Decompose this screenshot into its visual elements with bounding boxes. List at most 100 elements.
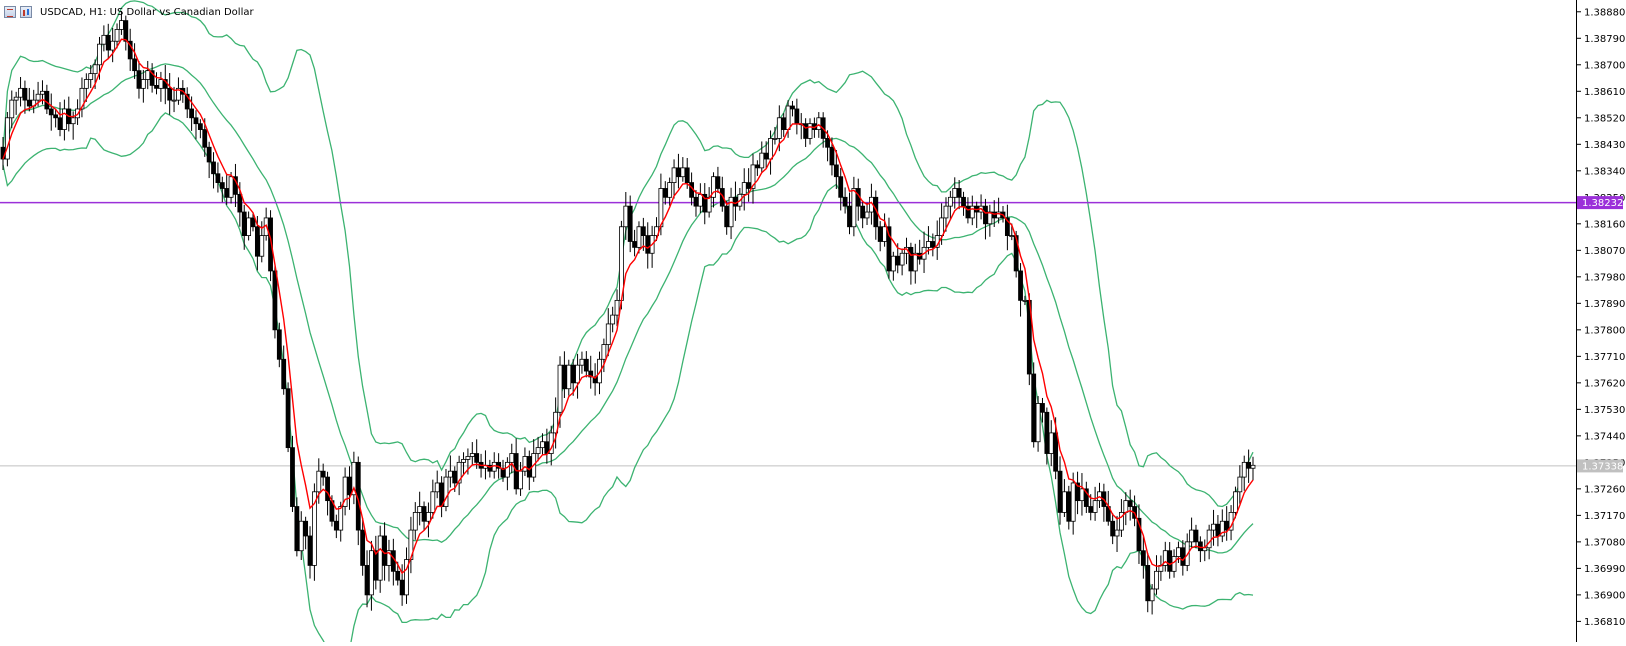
candle[interactable] (1241, 455, 1247, 491)
candle[interactable] (369, 540, 374, 611)
candle[interactable] (443, 468, 449, 512)
candle[interactable] (1224, 506, 1230, 541)
candle[interactable] (373, 535, 379, 590)
candle[interactable] (1062, 479, 1067, 518)
candle[interactable] (610, 306, 616, 333)
candle[interactable] (241, 204, 247, 250)
candle[interactable] (101, 25, 107, 52)
candle[interactable] (1079, 473, 1085, 516)
candle[interactable] (233, 163, 238, 208)
candle[interactable] (1083, 481, 1089, 514)
candle[interactable] (522, 447, 528, 476)
candle[interactable] (627, 195, 633, 253)
candle[interactable] (706, 187, 712, 218)
candle[interactable] (88, 65, 94, 89)
candle[interactable] (509, 443, 515, 474)
candle[interactable] (847, 192, 852, 235)
candle[interactable] (246, 211, 252, 241)
candle[interactable] (193, 110, 199, 140)
price-axis[interactable]: 1.38880 1.38790 1.38700 1.38610 1.38520 1.384… (1577, 0, 1626, 642)
candle[interactable] (197, 119, 203, 139)
candle[interactable] (535, 436, 541, 462)
candle[interactable] (149, 63, 155, 93)
candlestick-chart[interactable] (0, 0, 1577, 642)
candle[interactable] (215, 162, 221, 193)
candle[interactable] (636, 221, 642, 254)
candle[interactable] (715, 166, 721, 193)
candle[interactable] (1031, 362, 1037, 448)
candle[interactable] (333, 514, 339, 539)
candle[interactable] (623, 191, 629, 240)
candle[interactable] (1250, 456, 1256, 481)
candle[interactable] (307, 526, 313, 579)
quotes-list-icon[interactable] (4, 6, 16, 18)
candle[interactable] (1145, 552, 1151, 613)
candle[interactable] (127, 28, 133, 71)
candle[interactable] (943, 197, 949, 232)
candle[interactable] (504, 457, 510, 491)
candle[interactable] (987, 204, 993, 237)
candle[interactable] (364, 550, 370, 608)
candle[interactable] (566, 359, 572, 396)
chart-area[interactable]: USDCAD, H1: US Dollar vs Canadian Dollar (0, 0, 1577, 642)
candle[interactable] (176, 77, 181, 105)
candle[interactable] (79, 77, 85, 118)
candle[interactable] (575, 353, 580, 399)
candle[interactable] (377, 525, 383, 593)
candle[interactable] (513, 438, 519, 495)
candle[interactable] (842, 187, 848, 214)
candle[interactable] (22, 80, 28, 114)
candle[interactable] (983, 198, 988, 240)
candle[interactable] (13, 91, 19, 115)
candle[interactable] (833, 150, 839, 190)
candle[interactable] (456, 455, 462, 496)
candle[interactable] (66, 96, 72, 132)
candle[interactable] (105, 23, 111, 60)
candle[interactable] (601, 338, 607, 373)
candle[interactable] (386, 539, 392, 582)
candle[interactable] (724, 200, 730, 235)
candle[interactable] (110, 27, 116, 63)
candle[interactable] (316, 458, 322, 504)
candle[interactable] (219, 176, 225, 203)
candle[interactable] (781, 113, 787, 137)
candle[interactable] (838, 168, 844, 211)
candle[interactable] (772, 126, 778, 145)
candle[interactable] (583, 351, 589, 378)
candle[interactable] (676, 153, 681, 189)
candle[interactable] (1110, 513, 1116, 545)
candle[interactable] (733, 181, 738, 221)
candle[interactable] (1004, 204, 1010, 251)
candle[interactable] (719, 176, 725, 212)
candle[interactable] (347, 466, 352, 510)
candle[interactable] (697, 183, 703, 214)
candle[interactable] (956, 179, 962, 210)
candle[interactable] (974, 201, 980, 228)
candle[interactable] (1040, 397, 1045, 423)
candle[interactable] (890, 251, 896, 281)
candle[interactable] (649, 225, 655, 268)
candle[interactable] (412, 502, 418, 540)
candle[interactable] (702, 183, 708, 225)
candle[interactable] (1070, 472, 1076, 535)
candle[interactable] (312, 483, 317, 581)
candle[interactable] (1075, 471, 1080, 515)
candle[interactable] (1136, 504, 1142, 564)
candle[interactable] (53, 109, 59, 128)
candle[interactable] (487, 459, 493, 478)
candle[interactable] (746, 168, 752, 202)
candle[interactable] (430, 479, 436, 519)
candle[interactable] (553, 397, 559, 449)
candle[interactable] (426, 502, 431, 538)
candle[interactable] (855, 178, 861, 221)
candle[interactable] (184, 87, 190, 119)
candle[interactable] (614, 289, 620, 327)
candle[interactable] (250, 212, 256, 232)
candle[interactable] (886, 217, 892, 279)
candle[interactable] (1057, 456, 1063, 525)
candle[interactable] (1035, 396, 1041, 452)
candle[interactable] (531, 439, 537, 482)
candle[interactable] (1197, 536, 1203, 563)
candle[interactable] (882, 213, 887, 247)
candle[interactable] (632, 229, 637, 257)
